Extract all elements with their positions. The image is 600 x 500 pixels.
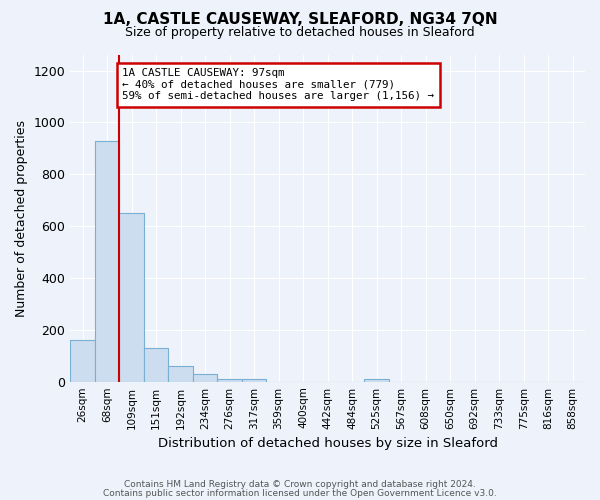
Bar (193, 374, 217, 382)
Text: 1A CASTLE CAUSEWAY: 97sqm
← 40% of detached houses are smaller (779)
59% of semi: 1A CASTLE CAUSEWAY: 97sqm ← 40% of detac… (122, 68, 434, 101)
Bar (70, 340, 95, 382)
Bar (144, 348, 169, 382)
Text: Size of property relative to detached houses in Sleaford: Size of property relative to detached ho… (125, 26, 475, 39)
Text: Contains HM Land Registry data © Crown copyright and database right 2024.: Contains HM Land Registry data © Crown c… (124, 480, 476, 489)
Bar (95, 140, 119, 382)
Bar (242, 379, 266, 382)
X-axis label: Distribution of detached houses by size in Sleaford: Distribution of detached houses by size … (158, 437, 497, 450)
Text: Contains public sector information licensed under the Open Government Licence v3: Contains public sector information licen… (103, 488, 497, 498)
Text: 1A, CASTLE CAUSEWAY, SLEAFORD, NG34 7QN: 1A, CASTLE CAUSEWAY, SLEAFORD, NG34 7QN (103, 12, 497, 28)
Bar (364, 378, 389, 382)
Y-axis label: Number of detached properties: Number of detached properties (15, 120, 28, 317)
Bar (217, 378, 242, 382)
Bar (119, 213, 144, 382)
Bar (169, 366, 193, 382)
